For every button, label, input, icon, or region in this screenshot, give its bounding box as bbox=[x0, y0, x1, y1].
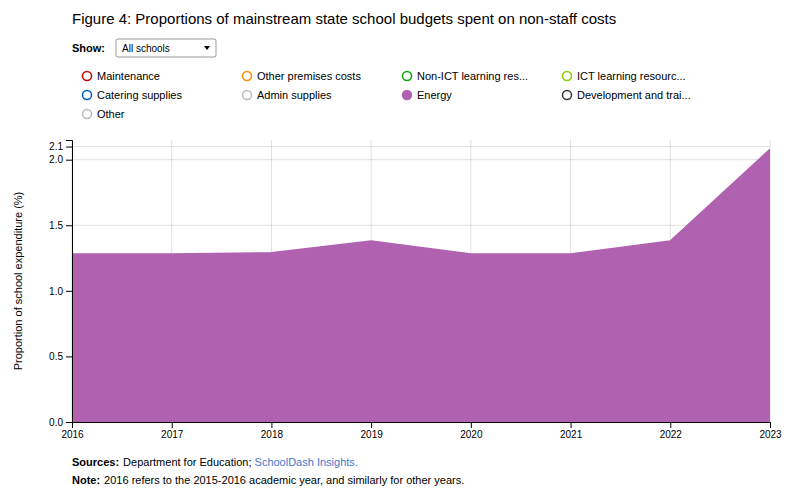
y-tick-label: 2.0 bbox=[49, 154, 63, 165]
x-axis: 2016 2017 2018 2019 2020 2021 2022 2023 bbox=[61, 422, 782, 440]
y-tick: 2.0 bbox=[49, 154, 72, 165]
legend-label: Catering supplies bbox=[97, 89, 182, 101]
y-tick: 2.1 bbox=[49, 141, 72, 152]
legend-item: Energy bbox=[403, 89, 453, 101]
annotation-link[interactable]: SchoolDash Insights. bbox=[255, 456, 358, 468]
x-tick: 2023 bbox=[759, 422, 782, 440]
legend-item: Other bbox=[83, 108, 125, 120]
y-tick-label: 1.0 bbox=[49, 286, 63, 297]
legend-label: Admin supplies bbox=[257, 89, 332, 101]
legend-item: ICT learning resourc... bbox=[563, 70, 686, 82]
y-tick: 1.5 bbox=[49, 220, 72, 231]
dropdown-box[interactable] bbox=[116, 39, 216, 57]
x-tick-mark bbox=[770, 422, 771, 428]
annotation: Note: 2016 refers to the 2015-2016 academ… bbox=[72, 474, 464, 486]
y-tick-label: 1.5 bbox=[49, 220, 63, 231]
x-tick: 2022 bbox=[660, 422, 683, 440]
legend-item: Catering supplies bbox=[83, 89, 183, 101]
annotation-text: 2016 refers to the 2015-2016 academic ye… bbox=[104, 474, 464, 486]
x-tick-label: 2017 bbox=[161, 429, 184, 440]
legend-marker bbox=[83, 91, 92, 100]
y-tick-mark bbox=[66, 225, 72, 226]
legend-item: Admin supplies bbox=[243, 89, 333, 101]
control: Show: All schools bbox=[72, 39, 216, 57]
x-tick-mark bbox=[471, 422, 472, 428]
marks bbox=[72, 149, 770, 422]
legend-marker bbox=[243, 72, 252, 81]
x-tick-mark bbox=[172, 422, 173, 428]
legend-marker bbox=[243, 91, 252, 100]
legend-label: ICT learning resourc... bbox=[577, 70, 686, 82]
annotation: Sources: Department for Education; School… bbox=[72, 456, 358, 468]
x-axis-line bbox=[73, 423, 771, 429]
y-tick-mark bbox=[66, 291, 72, 292]
x-tick-mark bbox=[571, 422, 572, 428]
x-tick-label: 2022 bbox=[660, 429, 683, 440]
legend-label: Maintenance bbox=[97, 70, 160, 82]
y-tick-label: 2.1 bbox=[49, 141, 63, 152]
plot: 2016 2017 2018 2019 2020 2021 2022 2023 0.0 0.5 1.… bbox=[49, 140, 782, 440]
legend-marker bbox=[403, 91, 412, 100]
dropdown[interactable]: All schools bbox=[116, 39, 216, 57]
y-tick-mark bbox=[66, 356, 72, 357]
dropdown-value[interactable]: All schools bbox=[122, 43, 170, 54]
legend-marker bbox=[563, 91, 572, 100]
legend-label: Other bbox=[97, 108, 125, 120]
x-tick: 2021 bbox=[560, 422, 583, 440]
chart: Figure 4: Proportions of mainstream stat… bbox=[0, 0, 800, 500]
legend-label: Other premises costs bbox=[257, 70, 361, 82]
title: Figure 4: Proportions of mainstream stat… bbox=[72, 10, 616, 27]
grid-line-y bbox=[72, 146, 770, 147]
y-tick: 1.0 bbox=[49, 286, 72, 297]
x-tick-label: 2023 bbox=[759, 429, 782, 440]
control-label: Show: bbox=[72, 42, 105, 54]
y-tick-label: 0.5 bbox=[49, 351, 63, 362]
y-tick-label: 0.0 bbox=[49, 417, 63, 428]
legend-marker bbox=[83, 72, 92, 81]
legend-marker bbox=[83, 110, 92, 119]
legend-item: Maintenance bbox=[83, 70, 161, 82]
y-tick: 0.5 bbox=[49, 351, 72, 362]
x-tick-mark bbox=[371, 422, 372, 428]
annotation-heading: Sources: bbox=[72, 456, 119, 468]
y-tick-mark bbox=[66, 160, 72, 161]
annotation-heading: Note: bbox=[72, 474, 100, 486]
x-tick-label: 2019 bbox=[361, 429, 384, 440]
grid-line-y bbox=[72, 159, 770, 160]
annotation-text: Department for Education; bbox=[123, 456, 254, 468]
x-tick-label: 2021 bbox=[560, 429, 583, 440]
x-tick-label: 2016 bbox=[61, 429, 84, 440]
y-tick-mark bbox=[66, 147, 72, 148]
x-tick: 2017 bbox=[161, 422, 184, 440]
x-tick: 2016 bbox=[61, 422, 84, 440]
legend-item: Other premises costs bbox=[243, 70, 362, 82]
line bbox=[72, 149, 770, 254]
y-tick-mark bbox=[66, 422, 72, 423]
x-tick: 2019 bbox=[361, 422, 384, 440]
x-tick-label: 2020 bbox=[460, 429, 483, 440]
legend-item: Development and trai... bbox=[563, 89, 691, 101]
y-axis-line bbox=[66, 141, 73, 423]
legend-marker bbox=[563, 72, 572, 81]
legend: Maintenance Other premises costs Non-ICT l… bbox=[83, 70, 691, 120]
legend-marker bbox=[403, 72, 412, 81]
x-tick-mark bbox=[670, 422, 671, 428]
x-tick-label: 2018 bbox=[261, 429, 284, 440]
x-tick: 2018 bbox=[261, 422, 284, 440]
grid-line-y bbox=[72, 225, 770, 226]
legend-item: Non-ICT learning res... bbox=[403, 70, 529, 82]
legend-label: Non-ICT learning res... bbox=[417, 70, 528, 82]
y-axis-title: Proportion of school expenditure (%) bbox=[12, 192, 24, 371]
grid bbox=[72, 140, 770, 422]
y-axis: 0.0 0.5 1.0 1.5 2.0 2.1 bbox=[49, 141, 72, 428]
legend-label: Energy bbox=[417, 89, 452, 101]
x-tick: 2020 bbox=[460, 422, 483, 440]
area bbox=[72, 149, 770, 422]
y-tick: 0.0 bbox=[49, 417, 72, 428]
legend-label: Development and trai... bbox=[577, 89, 691, 101]
x-tick-mark bbox=[271, 422, 272, 428]
dropdown-arrow[interactable] bbox=[204, 46, 210, 50]
